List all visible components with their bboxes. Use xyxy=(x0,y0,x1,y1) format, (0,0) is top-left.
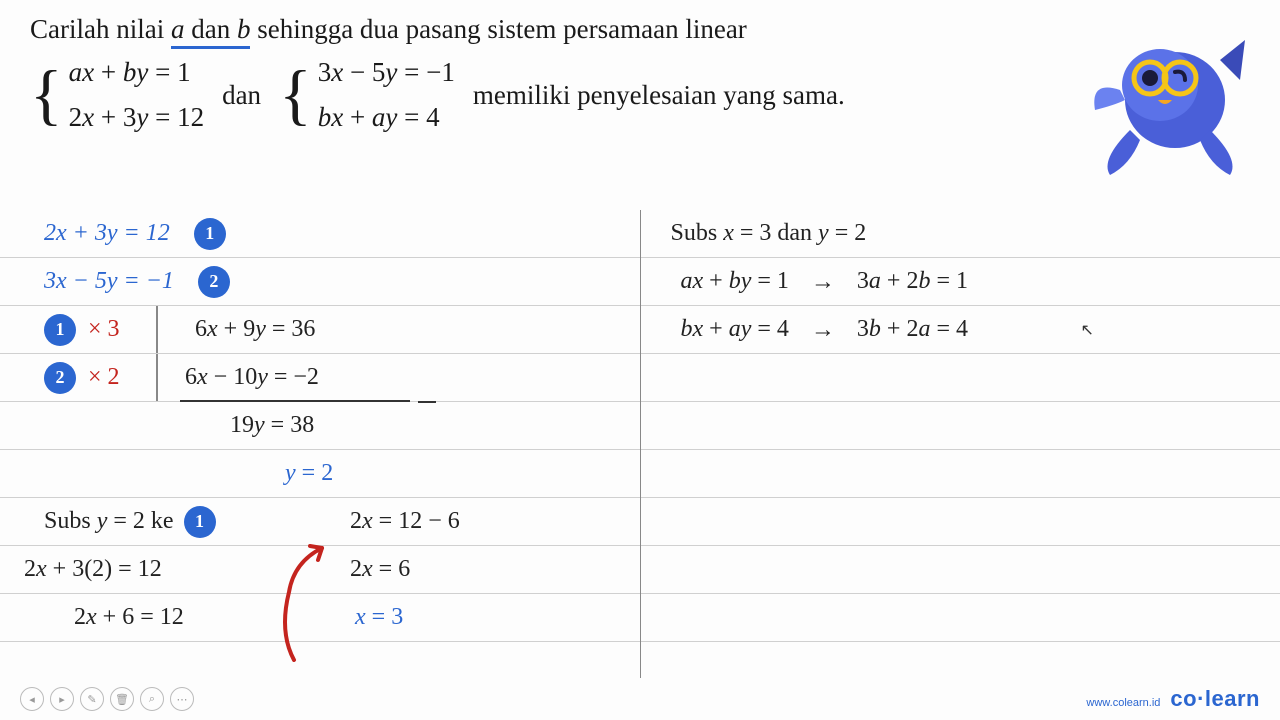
eq-2x-32: 2x + 3(2) = 12 xyxy=(24,556,162,583)
badge-2: 2 xyxy=(198,266,230,298)
eq-y2: y = 2 xyxy=(285,460,333,487)
subs-xy-text: Subs x = 3 dan y = 2 xyxy=(671,220,867,247)
eq-19y: 19y = 38 xyxy=(230,412,314,439)
cursor-icon: ↖ xyxy=(1081,320,1094,340)
edit-button[interactable]: ✎ xyxy=(80,687,104,711)
search-button[interactable]: ⌕ xyxy=(140,687,164,711)
badge-1b: 1 xyxy=(44,314,76,346)
eq-3a-2b: 3a + 2b = 1 xyxy=(857,268,968,295)
player-controls[interactable]: ◂ ▸ ✎ 🗑 ⌕ ⋯ xyxy=(20,687,194,711)
mult-2: × 2 xyxy=(88,364,120,391)
arrow-2: → xyxy=(811,316,835,344)
more-button[interactable]: ⋯ xyxy=(170,687,194,711)
brand: www.colearn.id co·learn xyxy=(1086,686,1260,712)
eq-2x-6-12: 2x + 6 = 12 xyxy=(74,604,184,631)
question-systems: { ax + by = 1 2x + 3y = 12 dan { 3x − 5y… xyxy=(30,57,1250,133)
eq-1: 2x + 3y = 12 xyxy=(44,220,170,247)
question-text-line1: Carilah nilai a dan b sehingga dua pasan… xyxy=(30,12,1250,47)
prev-button[interactable]: ◂ xyxy=(20,687,44,711)
right-column: Subs x = 3 dan y = 2 ax + by = 1 → 3a + … xyxy=(641,210,1280,678)
eq-bx-ay: bx + ay = 4 xyxy=(681,316,789,343)
eq-2x-12-6: 2x = 12 − 6 xyxy=(350,508,460,535)
mult-3: × 3 xyxy=(88,316,120,343)
play-button[interactable]: ▸ xyxy=(50,687,74,711)
subs-y-text: Subs y = 2 ke xyxy=(44,508,174,535)
eq-3b-2a: 3b + 2a = 4 xyxy=(857,316,968,343)
badge-1: 1 xyxy=(194,218,226,250)
eq-scaled-2: 6x − 10y = −2 xyxy=(185,364,319,391)
mascot-bird-icon xyxy=(1080,10,1260,180)
badge-2b: 2 xyxy=(44,362,76,394)
eq-2: 3x − 5y = −1 xyxy=(44,268,174,295)
work-area: 2x + 3y = 12 1 3x − 5y = −1 2 1 × 3 6x +… xyxy=(0,210,1280,678)
badge-1c: 1 xyxy=(184,506,216,538)
eq-x3: x = 3 xyxy=(355,604,403,631)
eq-scaled-1: 6x + 9y = 36 xyxy=(195,316,315,343)
left-column: 2x + 3y = 12 1 3x − 5y = −1 2 1 × 3 6x +… xyxy=(0,210,641,678)
arrow-1: → xyxy=(811,268,835,296)
eq-ax-by: ax + by = 1 xyxy=(681,268,789,295)
trash-button[interactable]: 🗑 xyxy=(110,687,134,711)
eq-2x-6: 2x = 6 xyxy=(350,556,410,583)
